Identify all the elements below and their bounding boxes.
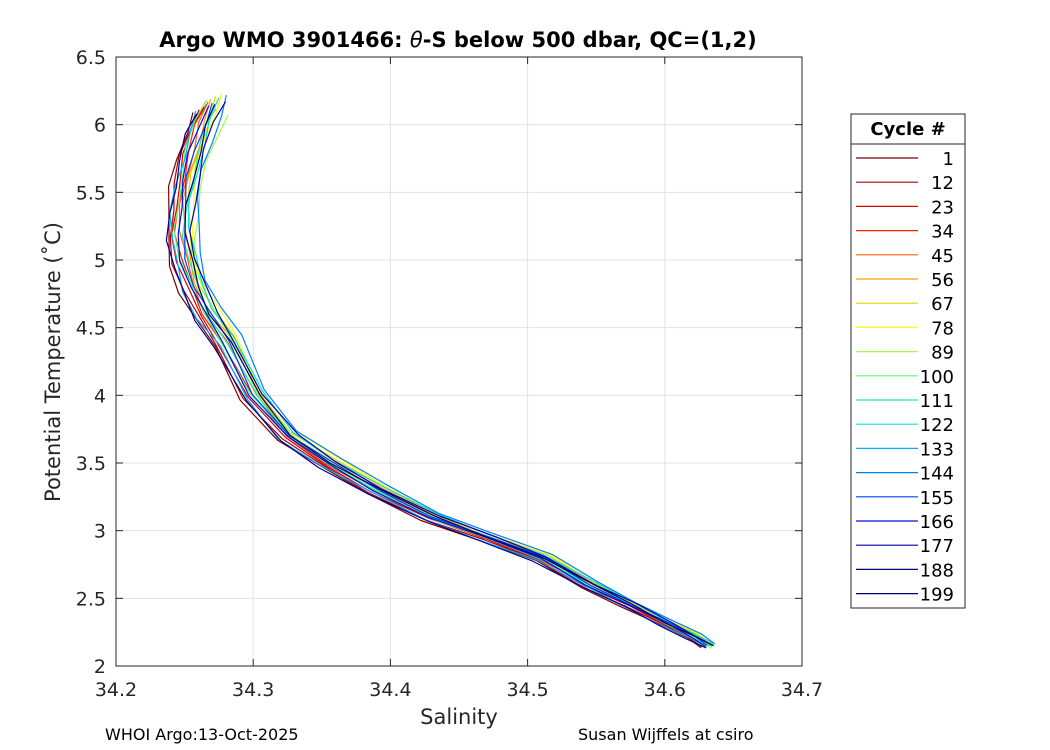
legend-entry-label: 111 [920,391,954,412]
y-tick-label: 4 [94,385,106,407]
y-axis-ticks: 2 2.5 3 3.5 4 4.5 5 5.5 6 6.5 [76,47,802,678]
legend-entry-label: 100 [920,367,954,388]
profile-line-cycle-67 [187,96,712,645]
plot-frame [115,56,803,667]
profile-line-cycle-89 [193,114,712,649]
profile-line-cycle-78 [191,93,711,644]
y-tick-label: 5 [94,250,106,272]
x-tick-label: 34.2 [95,679,137,701]
profile-line-cycle-166 [177,105,706,647]
x-axis-label: Salinity [420,705,498,729]
footer-credit-left: WHOI Argo:13-Oct-2025 [105,725,299,744]
profile-line-cycle-199 [184,104,714,647]
profile-line-cycle-144 [197,94,715,644]
y-tick-label: 3 [94,521,106,543]
legend-entry-label: 12 [931,173,954,194]
chart-title: Argo WMO 3901466: θ-S below 500 dbar, QC… [159,28,756,52]
profile-line-cycle-23 [170,106,706,647]
profile-line-cycle-1 [168,112,702,649]
legend-entry-label: 144 [920,464,954,485]
legend-box [850,113,966,609]
legend-entry-label: 23 [931,197,954,218]
legend-entry-label: 166 [920,512,954,533]
y-tick-label: 6.5 [76,47,106,69]
x-tick-label: 34.3 [232,679,274,701]
y-tick-label: 6 [94,115,106,137]
legend-entries: 1 12 23 34 45 56 67 78 89 100 111 122 133 144 155 166 17… [856,149,954,606]
legend-entry-label: 78 [931,318,954,339]
legend-entry-label: 177 [920,536,954,557]
legend-entry-label: 188 [920,560,954,581]
legend-entry-label: 122 [920,415,954,436]
y-tick-label: 2.5 [76,588,106,610]
legend-entry-label: 199 [920,585,954,606]
x-tick-label: 34.4 [369,679,411,701]
legend-entry-label: 67 [931,294,954,315]
grid-lines [115,56,803,667]
y-tick-label: 4.5 [76,318,106,340]
footer-credit-right: Susan Wijffels at csiro [578,725,754,744]
legend-entry-label: 56 [931,270,954,291]
legend-entry-label: 1 [943,149,954,170]
profile-lines [165,93,716,649]
profile-line-cycle-111 [181,108,713,648]
profile-line-cycle-188 [165,113,707,649]
x-axis-ticks: 34.2 34.3 34.4 34.5 34.6 34.7 [95,57,823,701]
y-tick-label: 3.5 [76,453,106,475]
y-axis-label: Potential Temperature (˚C) [41,222,65,502]
profile-line-cycle-45 [178,101,712,646]
legend-entry-label: 89 [931,343,954,364]
y-tick-label: 2 [94,656,106,678]
profile-line-cycle-155 [184,102,708,646]
legend-entry-label: 34 [931,222,954,243]
profile-line-cycle-56 [182,98,713,646]
profile-line-cycle-177 [189,101,713,646]
x-tick-label: 34.6 [644,679,686,701]
legend-title: Cycle # [870,119,945,140]
legend-entry-label: 155 [920,488,954,509]
legend-entry-label: 45 [931,246,954,267]
legend-entry-label: 133 [920,439,954,460]
x-tick-label: 34.7 [781,679,823,701]
y-tick-label: 5.5 [76,182,106,204]
x-tick-label: 34.5 [506,679,548,701]
legend: Cycle # 1 12 23 34 45 56 67 78 89 100 111 122 133 144… [850,113,966,609]
profile-line-cycle-122 [187,97,716,645]
